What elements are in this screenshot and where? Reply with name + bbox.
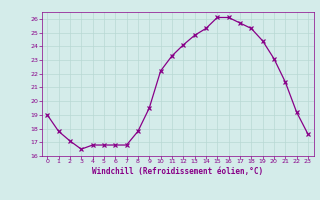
X-axis label: Windchill (Refroidissement éolien,°C): Windchill (Refroidissement éolien,°C) <box>92 167 263 176</box>
